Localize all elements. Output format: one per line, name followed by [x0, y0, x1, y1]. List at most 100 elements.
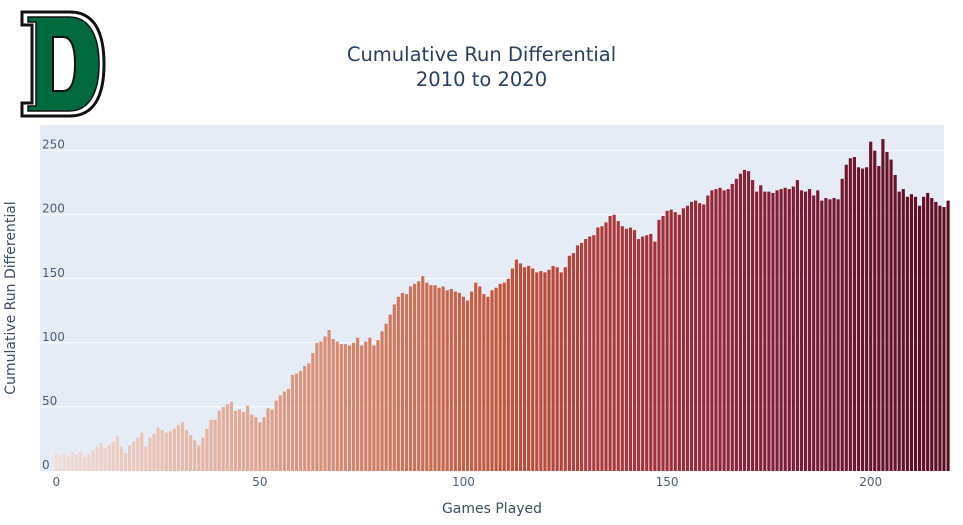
bar: [119, 446, 124, 471]
bar: [942, 207, 946, 471]
bar: [645, 235, 649, 471]
bar: [897, 191, 901, 472]
bar: [384, 323, 388, 471]
bar: [380, 331, 384, 471]
bar: [290, 374, 295, 471]
bar: [140, 432, 144, 471]
bar: [164, 432, 168, 471]
bar: [527, 265, 531, 471]
bar: [584, 239, 588, 471]
chart-title-block: Cumulative Run Differential 2010 to 2020: [0, 42, 963, 92]
bar: [103, 447, 107, 471]
bar: [852, 157, 857, 471]
bar: [58, 455, 62, 471]
bar: [649, 233, 653, 471]
bar: [127, 445, 132, 471]
bar: [148, 437, 152, 471]
bar: [579, 242, 584, 471]
bar: [205, 428, 209, 471]
y-tick-label: 200: [42, 202, 65, 216]
bar: [869, 141, 873, 472]
bar: [889, 159, 893, 471]
bar: [685, 205, 690, 471]
bar: [714, 189, 718, 471]
bar: [726, 189, 730, 471]
bar: [339, 344, 343, 471]
bar: [193, 440, 197, 471]
bar: [392, 304, 396, 471]
bar: [107, 445, 111, 471]
bar: [502, 282, 506, 471]
bar: [87, 454, 91, 471]
bar: [779, 189, 783, 471]
bar: [213, 419, 217, 471]
bar: [575, 245, 580, 471]
bar: [461, 296, 466, 471]
bar: [429, 285, 433, 471]
bar: [347, 345, 352, 471]
y-tick-label: 100: [42, 330, 65, 344]
bar: [922, 196, 926, 471]
bar: [620, 226, 624, 471]
bar: [632, 230, 637, 471]
bar: [417, 281, 421, 471]
bar: [860, 168, 865, 471]
bar: [75, 454, 79, 471]
bar: [531, 268, 535, 471]
bar: [70, 451, 75, 471]
bar: [588, 236, 592, 471]
bar: [734, 178, 738, 472]
bar: [803, 191, 808, 472]
bar: [441, 286, 445, 471]
bar: [286, 388, 290, 471]
bar: [893, 174, 897, 471]
bar: [742, 169, 747, 471]
bar: [901, 189, 905, 471]
bar: [123, 453, 128, 471]
bar: [225, 404, 229, 471]
bar: [698, 203, 702, 472]
bar: [132, 441, 136, 471]
y-tick-label: 150: [42, 266, 65, 280]
bar: [596, 227, 600, 471]
bar: [425, 282, 429, 471]
bar: [335, 341, 339, 471]
bar: [702, 204, 706, 472]
bar: [364, 341, 368, 471]
bar: [917, 205, 922, 471]
bar: [413, 283, 417, 471]
bar: [616, 221, 620, 471]
bar: [559, 272, 563, 471]
bar: [808, 189, 812, 471]
bar: [759, 185, 763, 472]
bar: [160, 429, 164, 471]
bar: [689, 201, 694, 471]
bar: [926, 192, 930, 471]
bar: [836, 199, 840, 471]
bar: [343, 344, 347, 471]
bar: [795, 180, 799, 471]
bar: [641, 236, 645, 471]
bar: [718, 187, 722, 471]
bar: [930, 198, 934, 472]
bar: [465, 300, 470, 471]
bar: [522, 267, 527, 471]
bar: [400, 292, 405, 471]
bar: [408, 286, 413, 471]
bar: [254, 417, 258, 471]
bar: [612, 214, 616, 471]
bar: [551, 265, 555, 471]
y-tick-label: 250: [42, 138, 65, 152]
bar: [791, 186, 795, 471]
bar: [885, 151, 889, 471]
bar: [657, 219, 661, 471]
bar: [270, 409, 274, 471]
bar: [221, 406, 225, 471]
bar: [746, 171, 751, 471]
bar: [91, 450, 95, 471]
bar: [449, 289, 453, 471]
bar: [299, 371, 303, 471]
bar: [547, 269, 551, 471]
y-tick-label: 50: [42, 394, 57, 408]
